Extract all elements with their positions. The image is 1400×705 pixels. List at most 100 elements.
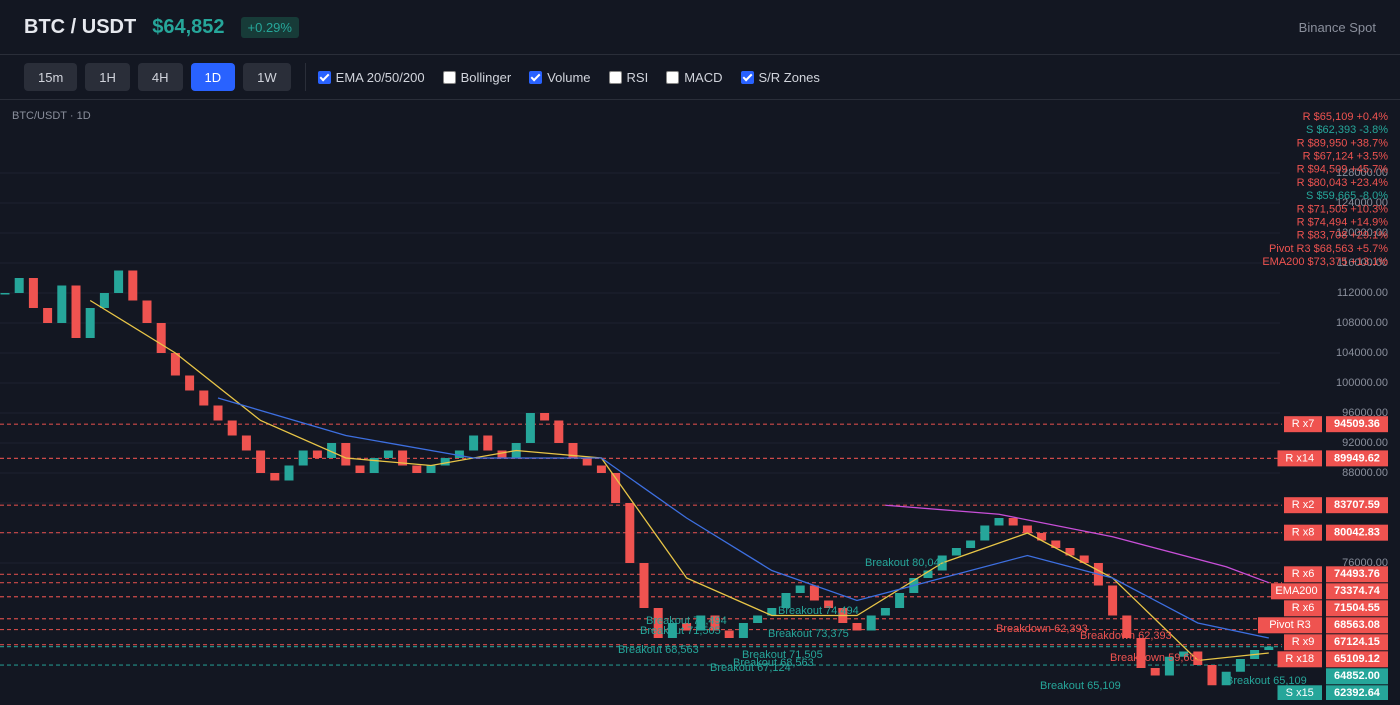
candle — [866, 615, 876, 631]
candle — [795, 585, 805, 593]
timeframe-button[interactable]: 4H — [137, 63, 183, 91]
annotation: Breakout 68,563 — [618, 644, 699, 656]
timeframe-button[interactable]: 1D — [190, 63, 236, 91]
candle — [738, 622, 748, 638]
ema-line — [217, 397, 1269, 639]
candle — [85, 307, 95, 338]
zone-label: R $74,494 +14.9% — [1297, 217, 1389, 229]
candle — [469, 435, 479, 451]
price-badge — [1326, 617, 1388, 634]
toolbar: 15m 1H 4H 1D 1W EMA 20/50/200 Bollinger Volume R… — [0, 55, 1400, 100]
candle — [483, 435, 493, 451]
level-tag — [1284, 634, 1322, 651]
candle — [454, 450, 464, 458]
candle — [1179, 651, 1189, 657]
timeframe-button[interactable]: 1H — [85, 63, 130, 91]
candle — [298, 450, 308, 466]
candle — [994, 517, 1004, 526]
candle — [525, 412, 535, 443]
candle — [426, 465, 436, 473]
zone-label: R $94,509 +45.7% — [1297, 164, 1389, 176]
candle — [1207, 664, 1217, 686]
zone-label: R $80,043 +23.4% — [1297, 177, 1389, 189]
toggle-label: EMA 20/50/200 — [335, 69, 425, 85]
level-tag — [1284, 416, 1322, 433]
header: BTC / USDT $64,852 +0.29% Binance Spot — [0, 0, 1400, 55]
toggle-label: Bollinger — [460, 69, 512, 85]
toggle[interactable]: EMA 20/50/200 — [317, 69, 425, 85]
timeframe-button[interactable]: 1W — [243, 63, 291, 91]
candle — [568, 442, 578, 458]
price-badge — [1326, 450, 1388, 467]
candle — [710, 615, 720, 631]
annotation: Breakout 74,494 — [646, 615, 727, 627]
annotation: Breakout 68,563 — [733, 657, 814, 669]
candle — [1221, 671, 1231, 686]
checkbox[interactable] — [529, 70, 543, 84]
level-tag — [1284, 600, 1322, 617]
chart-title: BTC/USDT · 1D — [12, 110, 91, 122]
annotation: Breakout 71,505 — [640, 625, 721, 637]
candle — [625, 502, 635, 563]
toggle[interactable]: Volume — [529, 69, 591, 85]
candle — [582, 457, 592, 466]
checkbox[interactable] — [317, 70, 331, 84]
candle — [440, 457, 450, 466]
candle — [1065, 547, 1075, 556]
toggle[interactable]: MACD — [666, 70, 723, 85]
price-badge-label: 73374.74 — [1334, 585, 1381, 597]
checkbox[interactable] — [666, 70, 680, 84]
level-tag-label: R x6 — [1292, 602, 1315, 614]
price: $64,852 — [152, 15, 225, 38]
level-tag-label: R x9 — [1292, 636, 1315, 648]
level-tag-label: R x7 — [1292, 418, 1315, 430]
candle — [667, 622, 677, 638]
timeframe-button[interactable]: 15m — [24, 63, 78, 91]
candle — [1037, 532, 1047, 541]
candle — [312, 450, 322, 458]
toggle[interactable]: Bollinger — [442, 69, 512, 85]
candle — [880, 607, 890, 616]
zone-label: S $62,393 -3.8% — [1306, 124, 1388, 136]
y-tick-label: 108000.00 — [1336, 317, 1388, 329]
candle — [753, 615, 763, 623]
level-tag — [1284, 566, 1322, 583]
toggle[interactable]: S/R Zones — [740, 70, 820, 85]
candle — [1264, 646, 1274, 650]
candle — [767, 607, 777, 616]
chart: BTC/USDT · 1D 76000.0080000.0084000.0088… — [0, 100, 1400, 702]
price-badge — [1326, 566, 1388, 583]
candle — [128, 270, 138, 301]
price-badge — [1326, 583, 1388, 600]
y-tick-label: 124000.00 — [1336, 197, 1388, 209]
level-tag-label: R x8 — [1292, 527, 1315, 539]
checkbox[interactable] — [608, 70, 622, 84]
level-tag — [1277, 450, 1322, 467]
y-tick-label: 96000.00 — [1342, 407, 1388, 419]
level-tag — [1271, 583, 1322, 600]
zone-label: Pivot R3 $68,563 +5.7% — [1269, 243, 1388, 255]
candle — [895, 592, 905, 608]
candle — [923, 570, 933, 578]
checkbox[interactable] — [740, 70, 754, 84]
candle — [724, 630, 734, 638]
checkbox[interactable] — [442, 70, 456, 84]
candle — [1051, 540, 1061, 548]
candle — [1136, 637, 1146, 668]
annotation: Breakdown 59,665 — [1110, 652, 1202, 664]
y-tick-label: 116000.00 — [1337, 257, 1388, 269]
candle — [241, 435, 251, 451]
y-tick-label: 104000.00 — [1336, 347, 1388, 359]
ema-line — [89, 299, 1269, 662]
toggle-label: Volume — [547, 69, 591, 85]
annotation: Breakout 74,494 — [778, 605, 859, 617]
toggle[interactable]: RSI — [608, 70, 648, 85]
candle — [1108, 585, 1118, 616]
candle — [327, 442, 337, 458]
price-badge-label: 94509.36 — [1334, 418, 1380, 430]
price-badge-label: 83707.59 — [1334, 499, 1380, 511]
candle — [1022, 525, 1032, 533]
level-tag-label: R x2 — [1292, 499, 1315, 511]
price-badge-label: 74493.76 — [1334, 568, 1380, 580]
level-tag — [1277, 651, 1322, 668]
